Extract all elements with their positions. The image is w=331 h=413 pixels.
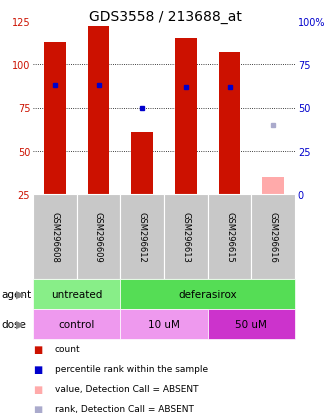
Text: ▶: ▶	[16, 319, 24, 329]
Text: GSM296616: GSM296616	[269, 211, 278, 262]
Text: percentile rank within the sample: percentile rank within the sample	[55, 364, 208, 373]
Text: GSM296609: GSM296609	[94, 211, 103, 262]
Text: 50 uM: 50 uM	[235, 319, 267, 329]
Text: control: control	[59, 319, 95, 329]
Bar	[88, 27, 110, 195]
Text: value, Detection Call = ABSENT: value, Detection Call = ABSENT	[55, 384, 198, 393]
Bar	[120, 195, 164, 279]
Text: ■: ■	[33, 384, 42, 394]
Bar	[218, 53, 240, 195]
Text: ■: ■	[33, 344, 42, 354]
Text: ▶: ▶	[16, 289, 24, 299]
Text: 10 uM: 10 uM	[148, 319, 180, 329]
Bar	[33, 195, 77, 279]
Bar	[208, 309, 295, 339]
Bar	[131, 133, 153, 195]
Text: ■: ■	[33, 404, 42, 413]
Bar	[175, 39, 197, 195]
Bar	[44, 43, 66, 195]
Text: count: count	[55, 344, 80, 353]
Text: rank, Detection Call = ABSENT: rank, Detection Call = ABSENT	[55, 404, 194, 413]
Text: ■: ■	[33, 364, 42, 374]
Bar	[208, 195, 251, 279]
Text: dose: dose	[2, 319, 26, 329]
Text: agent: agent	[2, 289, 32, 299]
Text: GDS3558 / 213688_at: GDS3558 / 213688_at	[89, 10, 242, 24]
Bar	[262, 177, 284, 195]
Bar	[77, 195, 120, 279]
Text: GSM296612: GSM296612	[138, 211, 147, 262]
Text: deferasirox: deferasirox	[178, 289, 237, 299]
Text: GSM296615: GSM296615	[225, 211, 234, 262]
Bar	[164, 195, 208, 279]
Text: GSM296608: GSM296608	[50, 211, 59, 262]
Bar	[120, 279, 295, 309]
Text: untreated: untreated	[51, 289, 102, 299]
Text: GSM296613: GSM296613	[181, 211, 190, 262]
Bar	[33, 279, 120, 309]
Bar	[120, 309, 208, 339]
Bar	[251, 195, 295, 279]
Bar	[33, 309, 120, 339]
